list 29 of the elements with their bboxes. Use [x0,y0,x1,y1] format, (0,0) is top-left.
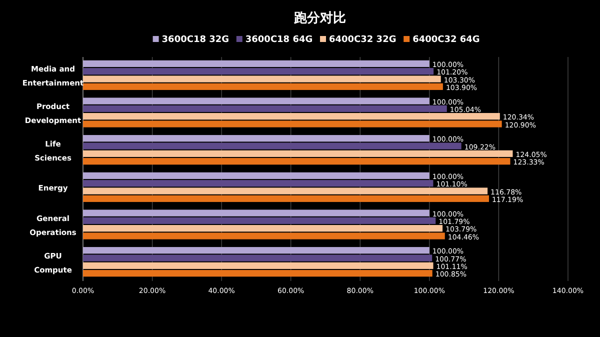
bar [83,135,430,142]
legend-label: 3600C18 64G [245,35,313,45]
legend-label: 6400C32 32G [329,35,396,45]
chart-title: 跑分对比 [293,11,346,26]
bar [83,150,513,157]
bar [83,247,430,254]
bar [83,195,489,202]
bar [83,270,432,277]
bar [83,76,441,82]
bar [83,210,430,216]
bar [83,188,488,194]
bar [83,113,500,120]
bar [83,172,430,180]
bar [83,262,434,269]
bar [83,105,447,112]
legend-label: 3600C18 32G [162,35,230,45]
bar [83,254,432,262]
bar [83,68,434,75]
legend-label: 6400C32 64G [412,35,480,45]
bar [83,232,445,240]
bar [83,225,443,232]
bar [83,98,430,104]
bar [83,217,436,224]
bar [83,142,462,150]
bar [83,158,510,165]
bar [83,120,502,128]
bar [83,60,430,68]
bar [83,83,443,90]
bar [83,180,434,187]
